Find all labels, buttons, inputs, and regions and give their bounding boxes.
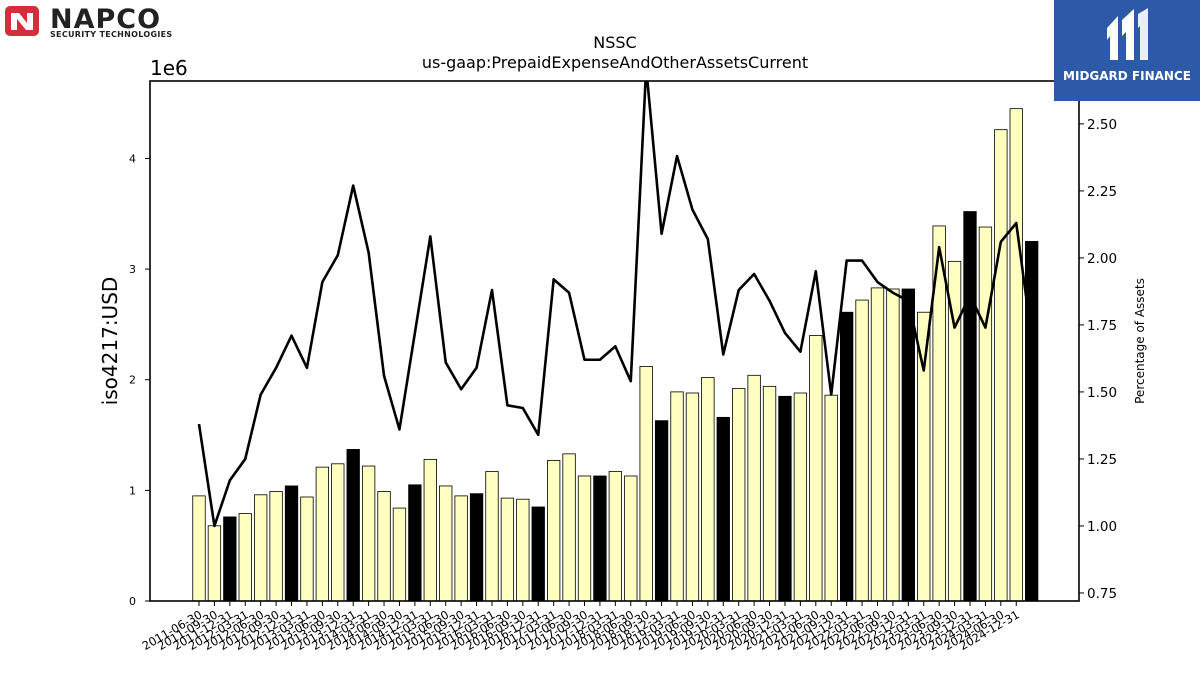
midgard-brand-text: MIDGARD FINANCE [1063, 69, 1191, 83]
bar [207, 525, 222, 602]
bar [855, 299, 869, 602]
y2-tick-label: 2.00 [1087, 251, 1117, 267]
napco-logo: NAPCO SECURITY TECHNOLOGIES [5, 4, 210, 40]
napco-brand-text: NAPCO [50, 4, 162, 35]
bar [531, 506, 545, 602]
bar [254, 494, 268, 602]
bar [577, 475, 592, 602]
bar [593, 475, 607, 602]
y2-tick-label: 2.50 [1087, 117, 1117, 133]
bar [608, 471, 622, 602]
bar [238, 513, 252, 602]
bar [392, 507, 407, 602]
bar [439, 485, 453, 602]
bar [701, 377, 715, 602]
bar [562, 453, 576, 602]
bar [747, 374, 761, 602]
napco-tagline-text: SECURITY TECHNOLOGIES [50, 30, 173, 39]
bar [485, 471, 499, 602]
bar [1025, 241, 1039, 602]
bar [654, 420, 669, 602]
bar [639, 366, 653, 602]
bar [346, 449, 360, 602]
bar [1009, 108, 1023, 602]
midgard-finance-logo: MIDGARD FINANCE [1054, 0, 1200, 101]
bar [732, 388, 746, 602]
y-tick-label: 2 [129, 374, 136, 387]
y-axis-label: iso4217:USD [98, 277, 122, 406]
bar [547, 460, 561, 602]
bar [901, 288, 915, 602]
percentage-line [197, 81, 1033, 528]
bar [670, 391, 684, 602]
bar [269, 491, 283, 602]
bar [423, 458, 437, 602]
bar [778, 395, 792, 602]
y-tick-label: 0 [129, 595, 136, 608]
y2-axis-ticks: 0.75 1.00 1.25 1.50 1.75 2.00 2.25 2.50 [1079, 117, 1117, 602]
bar [284, 485, 299, 602]
napco-mark-icon [5, 6, 39, 36]
bar [516, 498, 530, 602]
chart-title: NSSC [593, 33, 636, 52]
y2-tick-label: 2.25 [1087, 184, 1117, 200]
bar [624, 475, 638, 602]
bar [762, 385, 777, 602]
bar [809, 335, 823, 602]
y2-tick-label: 1.25 [1087, 452, 1117, 468]
bar [947, 260, 962, 602]
bar [361, 465, 376, 602]
bar [716, 416, 730, 602]
y-tick-label: 3 [129, 263, 136, 276]
bar [793, 392, 808, 602]
y2-tick-label: 1.00 [1087, 519, 1117, 535]
bar [300, 496, 314, 602]
bar [377, 491, 391, 602]
y2-axis-label: Percentage of Assets [1133, 278, 1147, 404]
bar [454, 495, 468, 602]
y-tick-label: 1 [129, 484, 136, 497]
bar [994, 129, 1008, 602]
y2-tick-label: 1.75 [1087, 318, 1117, 334]
bar [978, 226, 993, 602]
y2-tick-label: 0.75 [1087, 586, 1117, 602]
bar [886, 288, 900, 602]
y-tick-label: 4 [129, 152, 136, 165]
plot-frame [149, 80, 1080, 602]
x-axis-ticks: 2011-06-302011-09-302011-12-312012-03-31… [140, 601, 1022, 653]
bar [315, 466, 330, 602]
bar [963, 211, 977, 602]
bar [839, 311, 854, 602]
bar [824, 394, 838, 602]
bar [192, 495, 206, 602]
bar [870, 287, 885, 602]
y-axis-offset-label: 1e6 [150, 56, 188, 80]
y-axis-ticks: 0 1 2 3 4 [129, 152, 150, 608]
bar [331, 463, 345, 602]
chart-subtitle: us-gaap:PrepaidExpenseAndOtherAssetsCurr… [422, 53, 808, 72]
bar [408, 484, 422, 602]
bar [685, 392, 700, 602]
bars-group [192, 108, 1039, 602]
bar [500, 497, 515, 602]
bar [223, 516, 237, 602]
bar [469, 493, 484, 602]
y2-tick-label: 1.50 [1087, 385, 1117, 401]
line-group [197, 81, 1033, 528]
midgard-mark-icon [1107, 8, 1148, 60]
